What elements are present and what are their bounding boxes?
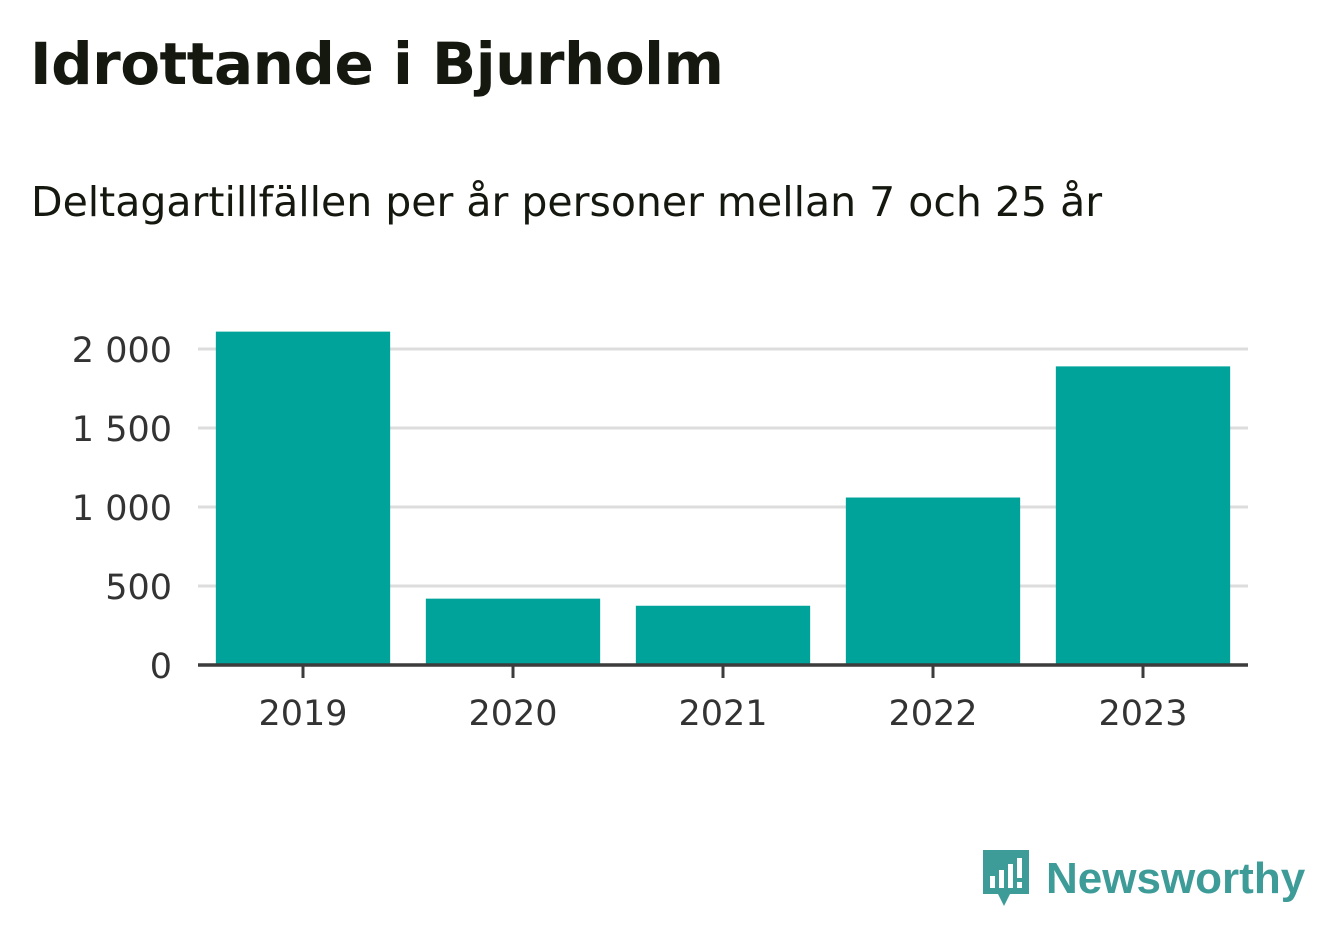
bar-2020	[425, 598, 601, 665]
bar-2019	[215, 331, 391, 665]
newsworthy-logo: Newsworthy	[980, 848, 1305, 910]
y-tick-label: 500	[105, 568, 172, 608]
chart-title: Idrottande i Bjurholm	[30, 30, 724, 98]
bars	[215, 331, 1231, 665]
brand-name: Newsworthy	[1046, 854, 1306, 903]
x-tick-label: 2023	[1098, 694, 1187, 734]
x-tick-label: 2019	[258, 694, 347, 734]
y-tick-label: 0	[150, 647, 172, 687]
y-tick-label: 2 000	[72, 331, 172, 371]
axes	[198, 663, 1248, 678]
x-tick-label: 2020	[468, 694, 557, 734]
y-tick-label: 1 000	[72, 489, 172, 529]
tick-labels: 0 500 1 000 1 500 2 000 2019 2020 2021 2022 2023	[72, 331, 1188, 734]
chart-subtitle: Deltagartillfällen per år personer mella…	[31, 178, 1103, 226]
y-tick-label: 1 500	[72, 410, 172, 450]
bar-2023	[1055, 366, 1231, 665]
x-tick-label: 2021	[678, 694, 767, 734]
bar-2021	[635, 605, 811, 665]
x-tick-label: 2022	[888, 694, 977, 734]
bar-chart-speech-bubble-icon	[983, 850, 1029, 906]
bar-2022	[845, 497, 1021, 665]
